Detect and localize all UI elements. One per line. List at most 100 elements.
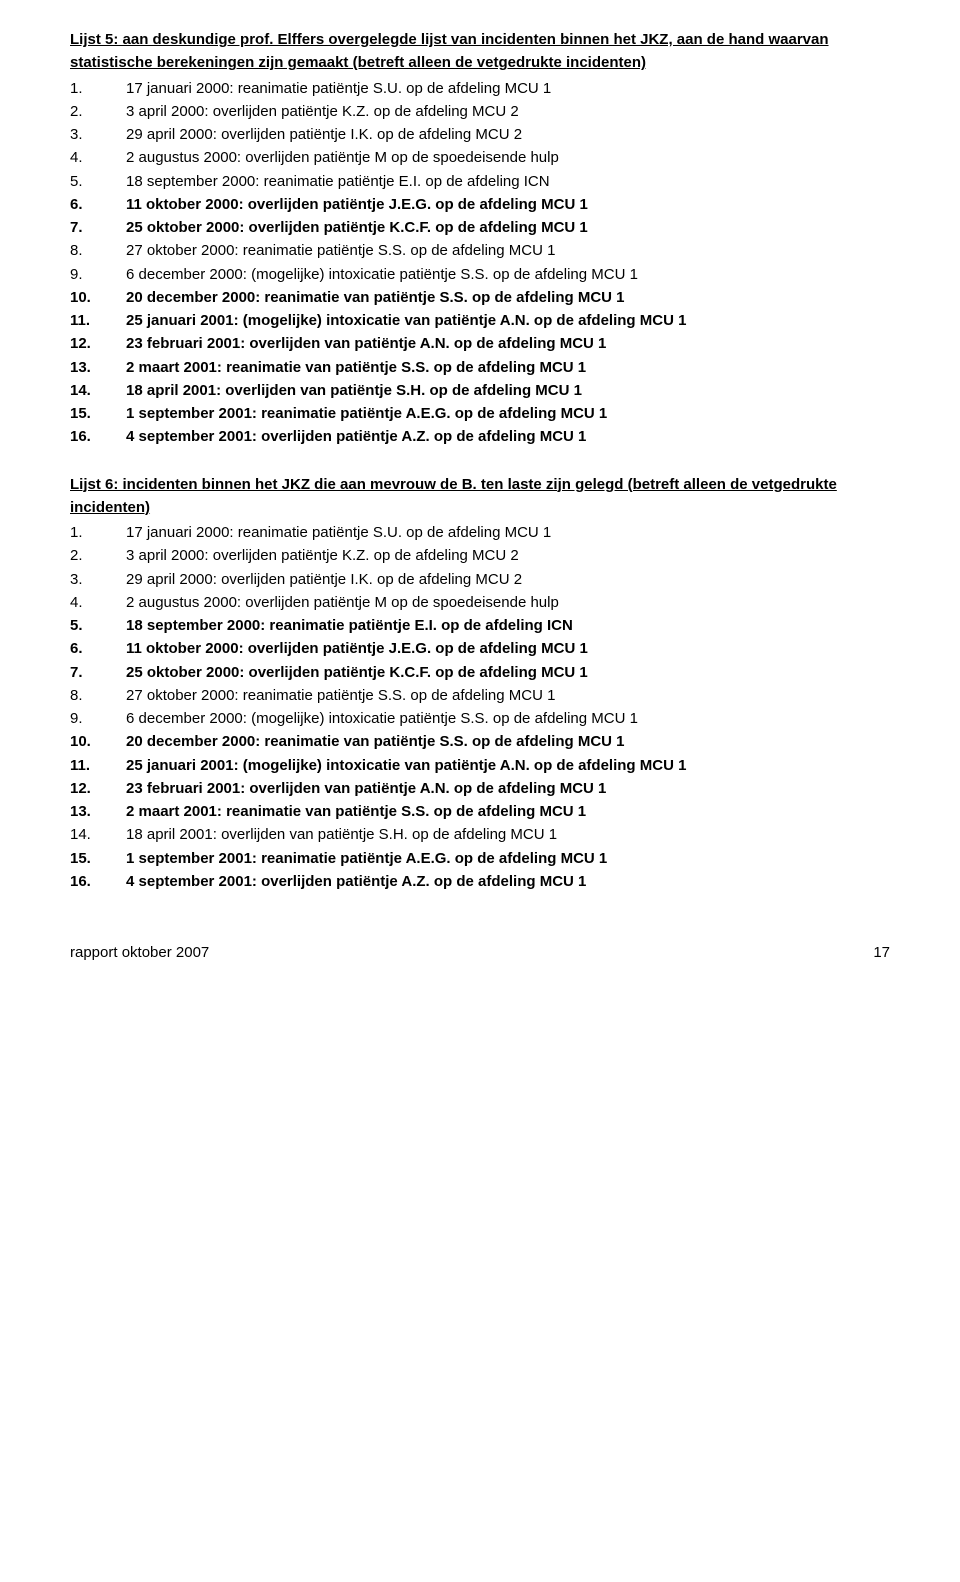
list-item: 14.18 april 2001: overlijden van patiënt… — [70, 379, 890, 402]
list-item-number: 13. — [70, 356, 126, 379]
list-item-text: 20 december 2000: reanimatie van patiënt… — [126, 286, 625, 309]
list-item-number: 6. — [70, 193, 126, 216]
list-item-number: 7. — [70, 216, 126, 239]
footer-page-number: 17 — [873, 941, 890, 964]
list-item: 5.18 september 2000: reanimatie patiëntj… — [70, 170, 890, 193]
list5: 1.17 januari 2000: reanimatie patiëntje … — [70, 77, 890, 449]
list-item-number: 14. — [70, 379, 126, 402]
list-item-text: 17 januari 2000: reanimatie patiëntje S.… — [126, 521, 551, 544]
list-item-number: 5. — [70, 614, 126, 637]
list-item: 4.2 augustus 2000: overlijden patiëntje … — [70, 591, 890, 614]
list-item-text: 25 oktober 2000: overlijden patiëntje K.… — [126, 661, 588, 684]
list-item-number: 14. — [70, 823, 126, 846]
list-item-number: 2. — [70, 544, 126, 567]
list-item-number: 16. — [70, 425, 126, 448]
list-item-number: 1. — [70, 521, 126, 544]
list-item: 6.11 oktober 2000: overlijden patiëntje … — [70, 637, 890, 660]
list-item: 8.27 oktober 2000: reanimatie patiëntje … — [70, 684, 890, 707]
list-item: 7.25 oktober 2000: overlijden patiëntje … — [70, 216, 890, 239]
list-item: 11.25 januari 2001: (mogelijke) intoxica… — [70, 309, 890, 332]
list-item: 1.17 januari 2000: reanimatie patiëntje … — [70, 77, 890, 100]
list-item-text: 17 januari 2000: reanimatie patiëntje S.… — [126, 77, 551, 100]
list-item-text: 25 oktober 2000: overlijden patiëntje K.… — [126, 216, 588, 239]
list-item-number: 6. — [70, 637, 126, 660]
list-item: 2.3 april 2000: overlijden patiëntje K.Z… — [70, 544, 890, 567]
list-item: 10.20 december 2000: reanimatie van pati… — [70, 286, 890, 309]
footer-left: rapport oktober 2007 — [70, 941, 209, 964]
list-item-text: 29 april 2000: overlijden patiëntje I.K.… — [126, 568, 522, 591]
list-item: 3.29 april 2000: overlijden patiëntje I.… — [70, 568, 890, 591]
list-item: 15.1 september 2001: reanimatie patiëntj… — [70, 847, 890, 870]
list-item-text: 18 september 2000: reanimatie patiëntje … — [126, 614, 573, 637]
list6: 1.17 januari 2000: reanimatie patiëntje … — [70, 521, 890, 893]
list-item-text: 3 april 2000: overlijden patiëntje K.Z. … — [126, 544, 519, 567]
list-item-number: 16. — [70, 870, 126, 893]
list-item-number: 7. — [70, 661, 126, 684]
list-item-text: 27 oktober 2000: reanimatie patiëntje S.… — [126, 684, 555, 707]
list-item-text: 23 februari 2001: overlijden van patiënt… — [126, 332, 606, 355]
list-item: 6.11 oktober 2000: overlijden patiëntje … — [70, 193, 890, 216]
list-item: 11.25 januari 2001: (mogelijke) intoxica… — [70, 754, 890, 777]
list-item: 13.2 maart 2001: reanimatie van patiëntj… — [70, 800, 890, 823]
list-item-text: 2 augustus 2000: overlijden patiëntje M … — [126, 146, 559, 169]
list-item-number: 2. — [70, 100, 126, 123]
list-item: 16.4 september 2001: overlijden patiëntj… — [70, 425, 890, 448]
list-item-number: 4. — [70, 591, 126, 614]
list-item-number: 15. — [70, 402, 126, 425]
list-item-number: 13. — [70, 800, 126, 823]
list-item-number: 10. — [70, 286, 126, 309]
list-item: 9.6 december 2000: (mogelijke) intoxicat… — [70, 263, 890, 286]
list-item-text: 18 september 2000: reanimatie patiëntje … — [126, 170, 550, 193]
list-item-text: 4 september 2001: overlijden patiëntje A… — [126, 870, 586, 893]
list-item-text: 23 februari 2001: overlijden van patiënt… — [126, 777, 606, 800]
list-item: 4.2 augustus 2000: overlijden patiëntje … — [70, 146, 890, 169]
list-item-number: 1. — [70, 77, 126, 100]
list-item: 16.4 september 2001: overlijden patiëntj… — [70, 870, 890, 893]
list-item-text: 6 december 2000: (mogelijke) intoxicatie… — [126, 707, 638, 730]
list-item-text: 29 april 2000: overlijden patiëntje I.K.… — [126, 123, 522, 146]
list-item: 5.18 september 2000: reanimatie patiëntj… — [70, 614, 890, 637]
list6-title: Lijst 6: incidenten binnen het JKZ die a… — [70, 473, 890, 520]
list-item: 3.29 april 2000: overlijden patiëntje I.… — [70, 123, 890, 146]
list-item-text: 4 september 2001: overlijden patiëntje A… — [126, 425, 586, 448]
list-item: 13.2 maart 2001: reanimatie van patiëntj… — [70, 356, 890, 379]
list-item-text: 3 april 2000: overlijden patiëntje K.Z. … — [126, 100, 519, 123]
list-item-text: 18 april 2001: overlijden van patiëntje … — [126, 379, 582, 402]
list-item-number: 11. — [70, 754, 126, 777]
list-item-text: 20 december 2000: reanimatie van patiënt… — [126, 730, 625, 753]
list-item: 8.27 oktober 2000: reanimatie patiëntje … — [70, 239, 890, 262]
list-item-number: 3. — [70, 568, 126, 591]
page-footer: rapport oktober 2007 17 — [70, 917, 890, 964]
list-item: 10.20 december 2000: reanimatie van pati… — [70, 730, 890, 753]
list-item-number: 5. — [70, 170, 126, 193]
list-item: 14.18 april 2001: overlijden van patiënt… — [70, 823, 890, 846]
list-item: 9.6 december 2000: (mogelijke) intoxicat… — [70, 707, 890, 730]
list-item-text: 11 oktober 2000: overlijden patiëntje J.… — [126, 637, 588, 660]
list-item-text: 27 oktober 2000: reanimatie patiëntje S.… — [126, 239, 555, 262]
list-item: 15.1 september 2001: reanimatie patiëntj… — [70, 402, 890, 425]
list-item: 1.17 januari 2000: reanimatie patiëntje … — [70, 521, 890, 544]
list-item-text: 1 september 2001: reanimatie patiëntje A… — [126, 847, 607, 870]
list-item-text: 11 oktober 2000: overlijden patiëntje J.… — [126, 193, 588, 216]
document-page: Lijst 5: aan deskundige prof. Elffers ov… — [0, 0, 960, 984]
list-item: 12.23 februari 2001: overlijden van pati… — [70, 332, 890, 355]
list-item-number: 10. — [70, 730, 126, 753]
list-item-text: 2 maart 2001: reanimatie van patiëntje S… — [126, 356, 586, 379]
list-item-number: 12. — [70, 777, 126, 800]
list-item-text: 2 augustus 2000: overlijden patiëntje M … — [126, 591, 559, 614]
list5-title: Lijst 5: aan deskundige prof. Elffers ov… — [70, 28, 890, 75]
list-item-number: 3. — [70, 123, 126, 146]
list-item-number: 8. — [70, 239, 126, 262]
list-item-number: 12. — [70, 332, 126, 355]
list-item: 2.3 april 2000: overlijden patiëntje K.Z… — [70, 100, 890, 123]
list-item-text: 2 maart 2001: reanimatie van patiëntje S… — [126, 800, 586, 823]
list-item-number: 11. — [70, 309, 126, 332]
list-item: 7.25 oktober 2000: overlijden patiëntje … — [70, 661, 890, 684]
list-item-text: 6 december 2000: (mogelijke) intoxicatie… — [126, 263, 638, 286]
list-item-text: 25 januari 2001: (mogelijke) intoxicatie… — [126, 754, 686, 777]
list-item-number: 9. — [70, 707, 126, 730]
list-item-text: 18 april 2001: overlijden van patiëntje … — [126, 823, 557, 846]
list-item-text: 1 september 2001: reanimatie patiëntje A… — [126, 402, 607, 425]
list-item-number: 4. — [70, 146, 126, 169]
list-item-number: 8. — [70, 684, 126, 707]
